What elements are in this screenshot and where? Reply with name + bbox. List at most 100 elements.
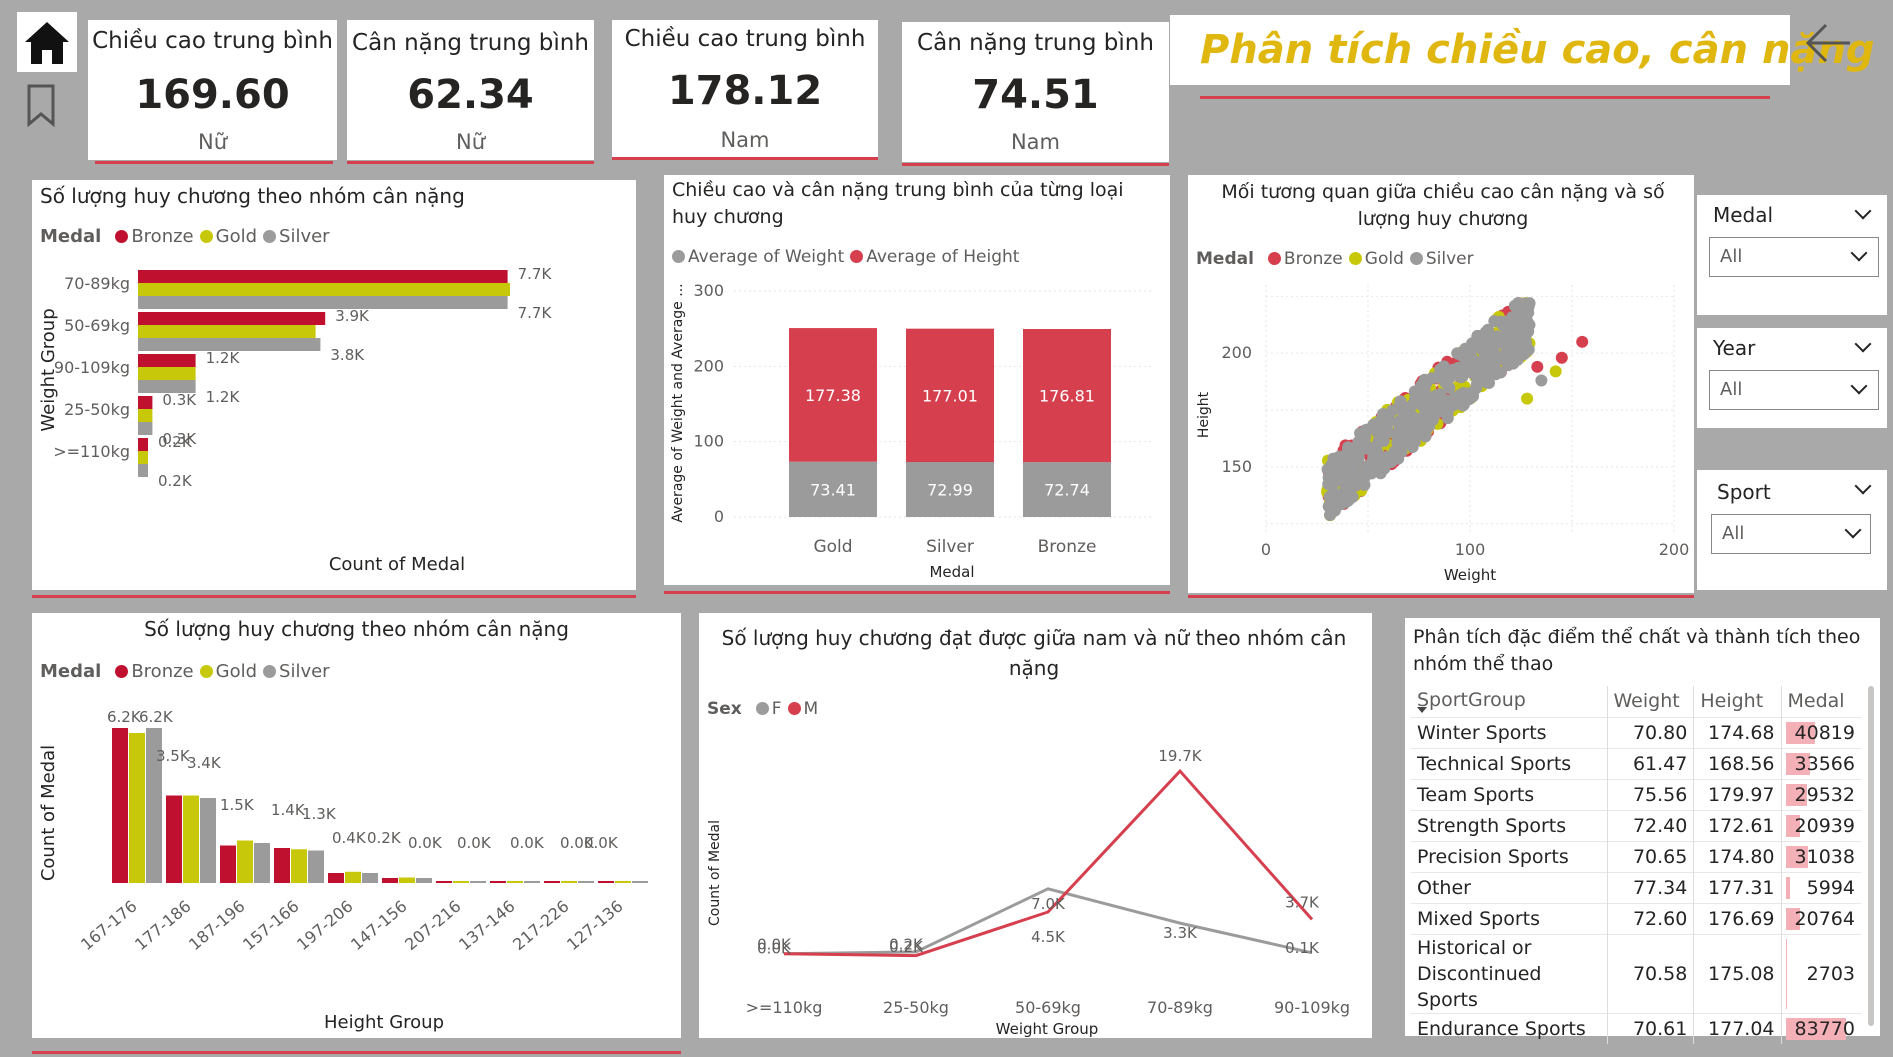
slicer-dropdown[interactable]: All bbox=[1711, 514, 1871, 554]
bar-gold bbox=[183, 795, 199, 883]
bar-gold bbox=[138, 451, 148, 464]
divider bbox=[664, 591, 1170, 594]
table-cell-weight: 77.34 bbox=[1607, 872, 1695, 903]
chevron-down-icon[interactable] bbox=[1854, 477, 1872, 495]
bar-avg-weight bbox=[906, 462, 994, 517]
data-label: 1.5K bbox=[220, 796, 255, 814]
data-bar bbox=[1785, 845, 1808, 868]
data-label: 73.41 bbox=[810, 480, 856, 499]
divider bbox=[347, 161, 594, 164]
table-cell-weight: 72.60 bbox=[1607, 903, 1695, 934]
table-row[interactable]: Precision Sports 70.65 174.80 31038 bbox=[1411, 841, 1861, 872]
bar-silver bbox=[470, 881, 486, 883]
data-bar bbox=[1785, 752, 1810, 775]
bar-gold bbox=[129, 733, 145, 883]
kpi-sub: Nữ bbox=[455, 130, 486, 154]
chevron-down-icon[interactable] bbox=[1854, 335, 1872, 353]
x-axis-title: Weight Group bbox=[996, 1020, 1099, 1038]
table-row[interactable]: Winter Sports 70.80 174.68 40819 bbox=[1411, 717, 1861, 748]
x-tick-label: 137-146 bbox=[455, 897, 518, 955]
legend-item: Silver bbox=[279, 661, 330, 682]
cell-value: 2703 bbox=[1806, 962, 1855, 985]
bar-gold bbox=[453, 881, 469, 883]
table-header-row: SportGroup Weight Height Medal bbox=[1411, 686, 1861, 717]
slicer-dropdown[interactable]: All bbox=[1709, 237, 1879, 277]
home-button[interactable] bbox=[17, 12, 77, 72]
table-cell-weight: 72.40 bbox=[1607, 810, 1695, 841]
table-cell-height: 175.08 bbox=[1693, 934, 1782, 1013]
scatter-point bbox=[1434, 370, 1447, 383]
table-cell-weight: 75.56 bbox=[1607, 779, 1695, 810]
data-label: 7.7K bbox=[518, 265, 553, 283]
legend-item: Average of Height bbox=[866, 247, 1020, 267]
bar-bronze bbox=[138, 396, 153, 409]
scatter-point bbox=[1338, 478, 1351, 491]
scatter-point bbox=[1523, 297, 1536, 310]
cell-value: 20939 bbox=[1794, 814, 1855, 837]
scatter-point bbox=[1491, 330, 1504, 343]
table-cell-weight: 70.61 bbox=[1607, 1013, 1695, 1044]
table-cell-sportgroup: Historical or Discontinued Sports bbox=[1411, 934, 1608, 1013]
cell-value: 29532 bbox=[1794, 783, 1855, 806]
column-header-weight[interactable]: Weight bbox=[1607, 686, 1695, 717]
legend-title: Medal bbox=[40, 226, 102, 247]
table-row[interactable]: Mixed Sports 72.60 176.69 20764 bbox=[1411, 903, 1861, 934]
table-row[interactable]: Other 77.34 177.31 5994 bbox=[1411, 872, 1861, 903]
kpi-sub: Nam bbox=[1010, 130, 1061, 154]
column-header-height[interactable]: Height bbox=[1693, 686, 1782, 717]
data-label: 0.2K bbox=[889, 936, 924, 954]
bar-bronze bbox=[138, 438, 148, 451]
scatter-point bbox=[1391, 431, 1404, 444]
bar-silver bbox=[138, 296, 508, 309]
column-header-medal[interactable]: Medal bbox=[1787, 690, 1845, 713]
data-bar bbox=[1785, 814, 1801, 837]
slicer-medal[interactable]: Medal All bbox=[1697, 195, 1887, 315]
legend-item: Silver bbox=[1425, 249, 1474, 269]
avg-stacked-chart: 0 100 200 300 73.41 177.38 Gold 72.99 177.01 Silv… bbox=[670, 281, 1154, 581]
table-cell-weight: 61.47 bbox=[1607, 748, 1695, 779]
y-tick-label: 300 bbox=[693, 281, 724, 300]
table-row[interactable]: Strength Sports 72.40 172.61 20939 bbox=[1411, 810, 1861, 841]
x-tick-label: 207-216 bbox=[401, 897, 464, 955]
slicer-sport[interactable]: Sport All bbox=[1697, 470, 1887, 590]
x-tick-label: 167-176 bbox=[77, 897, 140, 955]
table-row[interactable]: Technical Sports 61.47 168.56 33566 bbox=[1411, 748, 1861, 779]
x-tick-label: 200 bbox=[1659, 540, 1690, 559]
scatter-point bbox=[1334, 498, 1347, 511]
table-scrollbar[interactable] bbox=[1868, 686, 1874, 1026]
back-arrow-icon[interactable] bbox=[1800, 18, 1856, 68]
table-row[interactable]: Team Sports 75.56 179.97 29532 bbox=[1411, 779, 1861, 810]
data-bar bbox=[1785, 721, 1815, 744]
data-label: 3.9K bbox=[335, 307, 370, 325]
divider bbox=[32, 595, 636, 598]
table-row[interactable]: Historical or Discontinued Sports 70.58 17… bbox=[1411, 934, 1861, 1013]
data-label: 0.0K bbox=[757, 936, 792, 954]
scatter-point bbox=[1439, 406, 1452, 419]
slicer-dropdown[interactable]: All bbox=[1709, 370, 1879, 410]
bookmark-icon[interactable] bbox=[26, 84, 56, 128]
bar-gold bbox=[345, 871, 361, 883]
scatter-point bbox=[1452, 347, 1465, 360]
table-cell-sportgroup: Mixed Sports bbox=[1411, 903, 1608, 934]
divider bbox=[612, 157, 878, 160]
kpi-label: Chiều cao trung bình bbox=[624, 26, 866, 52]
x-tick-label: 147-156 bbox=[347, 897, 410, 955]
weight-group-bar-chart: 70-89kg 7.7K 7.7K 50-69kg 3.9K 3.8K 90-109kg 1.… bbox=[38, 265, 553, 575]
scatter-point bbox=[1471, 329, 1484, 342]
slicer-title: Sport bbox=[1717, 480, 1771, 504]
scatter-point bbox=[1420, 377, 1433, 390]
table-row[interactable]: Endurance Sports 70.61 177.04 83770 bbox=[1411, 1013, 1861, 1044]
data-label: 0.0K bbox=[757, 940, 792, 958]
table-cell-weight: 70.58 bbox=[1607, 934, 1695, 1013]
y-tick-label: 90-109kg bbox=[54, 358, 130, 377]
bar-bronze bbox=[274, 848, 290, 883]
table-cell-medal: 33566 bbox=[1781, 748, 1861, 779]
bar-silver bbox=[524, 881, 540, 883]
slicer-year[interactable]: Year All bbox=[1697, 328, 1887, 428]
scatter-point bbox=[1358, 472, 1371, 485]
chevron-down-icon[interactable] bbox=[1854, 202, 1872, 220]
column-header-sportgroup[interactable]: SportGroup bbox=[1411, 686, 1608, 717]
kpi-card-female-weight: Cân nặng trung bình 62.34 Nữ bbox=[347, 20, 594, 160]
cell-value: 31038 bbox=[1794, 845, 1855, 868]
kpi-label: Cân nặng trung bình bbox=[917, 30, 1154, 56]
